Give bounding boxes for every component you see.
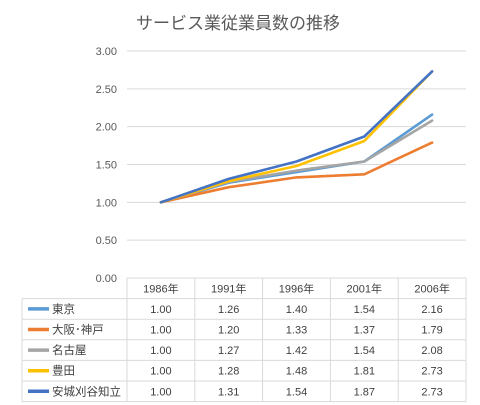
- y-tick-label: 3.00: [96, 46, 117, 58]
- y-tick-label: 1.00: [96, 197, 117, 209]
- y-tick-label: 1.50: [96, 160, 117, 172]
- y-tick-label: 0.00: [96, 273, 117, 285]
- data-label: 1.26: [218, 304, 239, 316]
- data-label: 1.20: [218, 325, 239, 337]
- data-label: 1.33: [286, 325, 307, 337]
- data-label: 1.31: [218, 386, 239, 398]
- data-label: 1.54: [354, 304, 375, 316]
- legend-label: 豊田: [52, 364, 75, 378]
- series-lines: [159, 70, 434, 204]
- x-tick-label: 2001年: [347, 281, 382, 295]
- x-tick-label: 1991年: [211, 281, 246, 295]
- series-line-大阪･神戸: [159, 141, 434, 204]
- data-label: 1.37: [354, 325, 375, 337]
- data-label: 1.54: [354, 345, 375, 357]
- data-label: 1.79: [421, 325, 442, 337]
- data-label: 1.81: [354, 366, 375, 378]
- data-label: 1.00: [150, 386, 171, 398]
- y-tick-label: 0.50: [96, 235, 117, 247]
- x-tick-label: 2006年: [414, 281, 449, 295]
- x-tick-label: 1986年: [143, 281, 178, 295]
- data-label: 2.73: [421, 386, 442, 398]
- legend-label: 名古屋: [52, 343, 87, 357]
- data-label: 1.00: [150, 366, 171, 378]
- legend-label: 東京: [52, 302, 75, 316]
- x-tick-label: 1996年: [279, 281, 314, 295]
- data-label: 1.48: [286, 366, 307, 378]
- data-label: 1.27: [218, 345, 239, 357]
- data-label: 1.00: [150, 304, 171, 316]
- y-tick-label: 2.00: [96, 122, 117, 134]
- legend-label: 安城刈谷知立: [52, 384, 121, 398]
- data-label: 1.42: [286, 345, 307, 357]
- series-line-安城刈谷知立: [159, 70, 434, 204]
- y-axis-ticks: 0.00 0.50 1.00 1.50 2.00 2.50 3.00: [96, 46, 117, 285]
- legend-label: 大阪･神戸: [52, 323, 104, 337]
- data-label: 2.08: [421, 345, 442, 357]
- data-label: 1.00: [150, 325, 171, 337]
- y-tick-label: 2.50: [96, 84, 117, 96]
- data-label: 1.28: [218, 366, 239, 378]
- data-label: 2.73: [421, 366, 442, 378]
- data-label: 1.87: [354, 386, 375, 398]
- data-label: 2.16: [421, 304, 442, 316]
- chart-title: サービス業従業員数の推移: [136, 14, 340, 34]
- data-label: 1.40: [286, 304, 307, 316]
- gridlines: [127, 50, 466, 279]
- data-label: 1.00: [150, 345, 171, 357]
- data-label: 1.54: [286, 386, 307, 398]
- series-line-豊田: [159, 70, 434, 204]
